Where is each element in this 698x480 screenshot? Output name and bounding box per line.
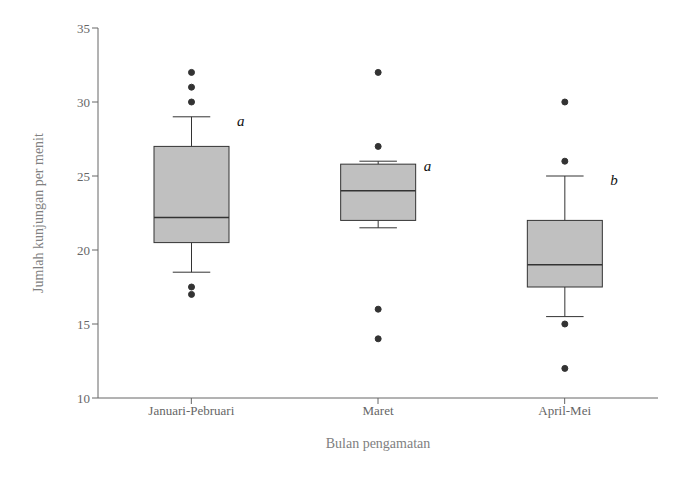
svg-text:b: b — [610, 172, 618, 188]
svg-text:25: 25 — [77, 169, 90, 184]
svg-text:Bulan pengamatan: Bulan pengamatan — [326, 436, 431, 451]
svg-text:10: 10 — [77, 391, 90, 406]
svg-text:a: a — [237, 113, 245, 129]
svg-text:Maret: Maret — [362, 403, 393, 418]
svg-text:Januari-Pebruari: Januari-Pebruari — [148, 403, 234, 418]
svg-text:April-Mei: April-Mei — [538, 403, 591, 418]
svg-text:a: a — [424, 158, 432, 174]
svg-text:20: 20 — [77, 243, 90, 258]
svg-text:15: 15 — [77, 317, 90, 332]
svg-text:Jumlah kunjungan per menit: Jumlah kunjungan per menit — [31, 133, 46, 293]
svg-text:30: 30 — [77, 95, 90, 110]
svg-text:35: 35 — [77, 21, 90, 36]
